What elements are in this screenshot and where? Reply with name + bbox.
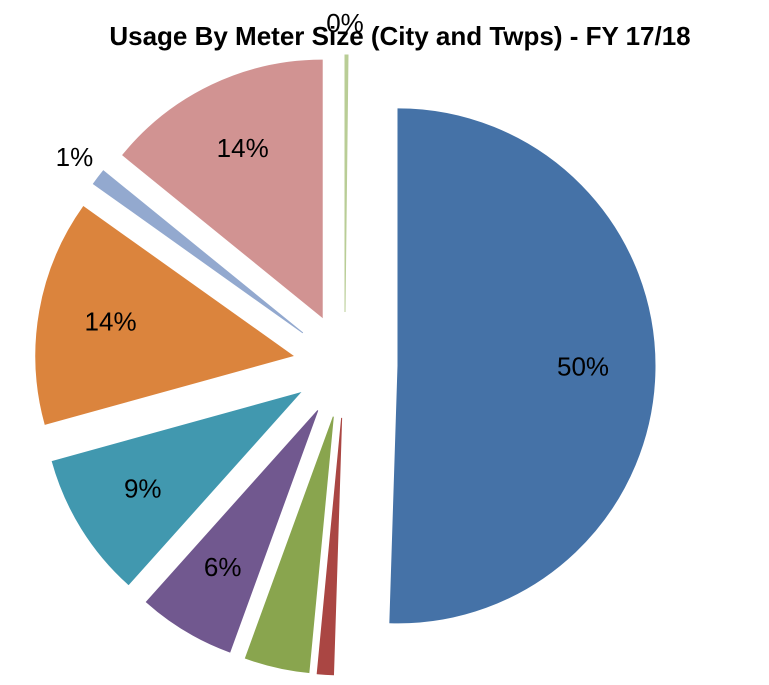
pie-slice [244,416,334,674]
pie-slice [51,392,302,586]
data-label: 4% [251,680,289,685]
pie-slice [35,206,294,425]
pie-slice [344,54,349,313]
chart-title: Usage By Meter Size (City and Twps) - FY… [109,21,690,51]
data-label: 50% [557,352,609,382]
pie-slice [92,170,304,334]
data-label: 6% [204,552,242,582]
pie-slice [122,59,323,319]
pie-slice [145,410,319,653]
data-label: 1% [56,142,94,172]
data-label: 9% [124,473,162,503]
data-label: 0% [326,8,364,38]
pie-slice [316,417,343,676]
data-label: 14% [85,307,137,337]
pie-slice [389,108,656,624]
data-label: 14% [217,133,269,163]
